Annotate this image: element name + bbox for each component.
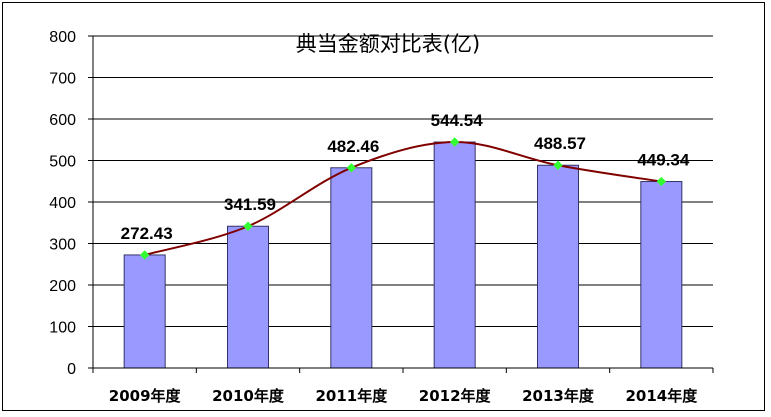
bars [123, 141, 683, 369]
x-tick-label: 2009年度 [109, 387, 182, 405]
gridlines [93, 35, 713, 327]
line-marker [449, 137, 460, 147]
line-marker [553, 160, 563, 170]
bar-2011年度 [330, 167, 373, 369]
y-tick-label: 400 [49, 195, 76, 212]
line-marker [139, 250, 150, 260]
bar-2012年度 [433, 141, 476, 369]
y-tick-label: 300 [49, 237, 76, 254]
trend-line-path [144, 141, 662, 256]
data-label: 272.43 [121, 224, 173, 243]
data-label: 482.46 [327, 137, 379, 156]
bar-2014年度 [640, 181, 683, 369]
x-tick-label: 2014年度 [625, 387, 698, 405]
x-tick-label: 2012年度 [419, 387, 492, 405]
x-tick-label: 2013年度 [522, 387, 595, 405]
bar-2010年度 [227, 225, 269, 369]
y-tick-label: 0 [67, 361, 76, 378]
data-label: 544.54 [431, 111, 484, 130]
y-tick-label: 200 [49, 278, 76, 295]
y-tick-label: 700 [49, 71, 76, 88]
bar-2009年度 [123, 254, 166, 369]
y-tick-label: 800 [49, 29, 76, 46]
data-labels: 272.43 341.59 482.46 544.54 488.57 449.34 [121, 111, 690, 243]
line-marker [346, 163, 357, 173]
x-axis-labels: 2009年度 2010年度 2011年度 2012年度 2013年度 2014年度 [109, 387, 698, 405]
data-label: 341.59 [224, 195, 276, 214]
x-tick-label: 2011年度 [315, 387, 388, 405]
y-tick-label: 600 [49, 112, 76, 129]
line-markers [139, 137, 667, 260]
trend-line [144, 141, 662, 256]
y-axis-ticks: 0 100 200 300 400 500 600 700 800 [49, 29, 93, 378]
bar-2013年度 [537, 164, 579, 369]
axes [92, 36, 714, 373]
x-tick-label: 2010年度 [212, 387, 285, 405]
y-tick-label: 500 [49, 154, 76, 171]
line-marker [656, 176, 667, 187]
line-marker [243, 221, 253, 231]
data-label: 488.57 [534, 134, 586, 153]
y-tick-label: 100 [49, 320, 76, 337]
data-label: 449.34 [637, 151, 690, 170]
